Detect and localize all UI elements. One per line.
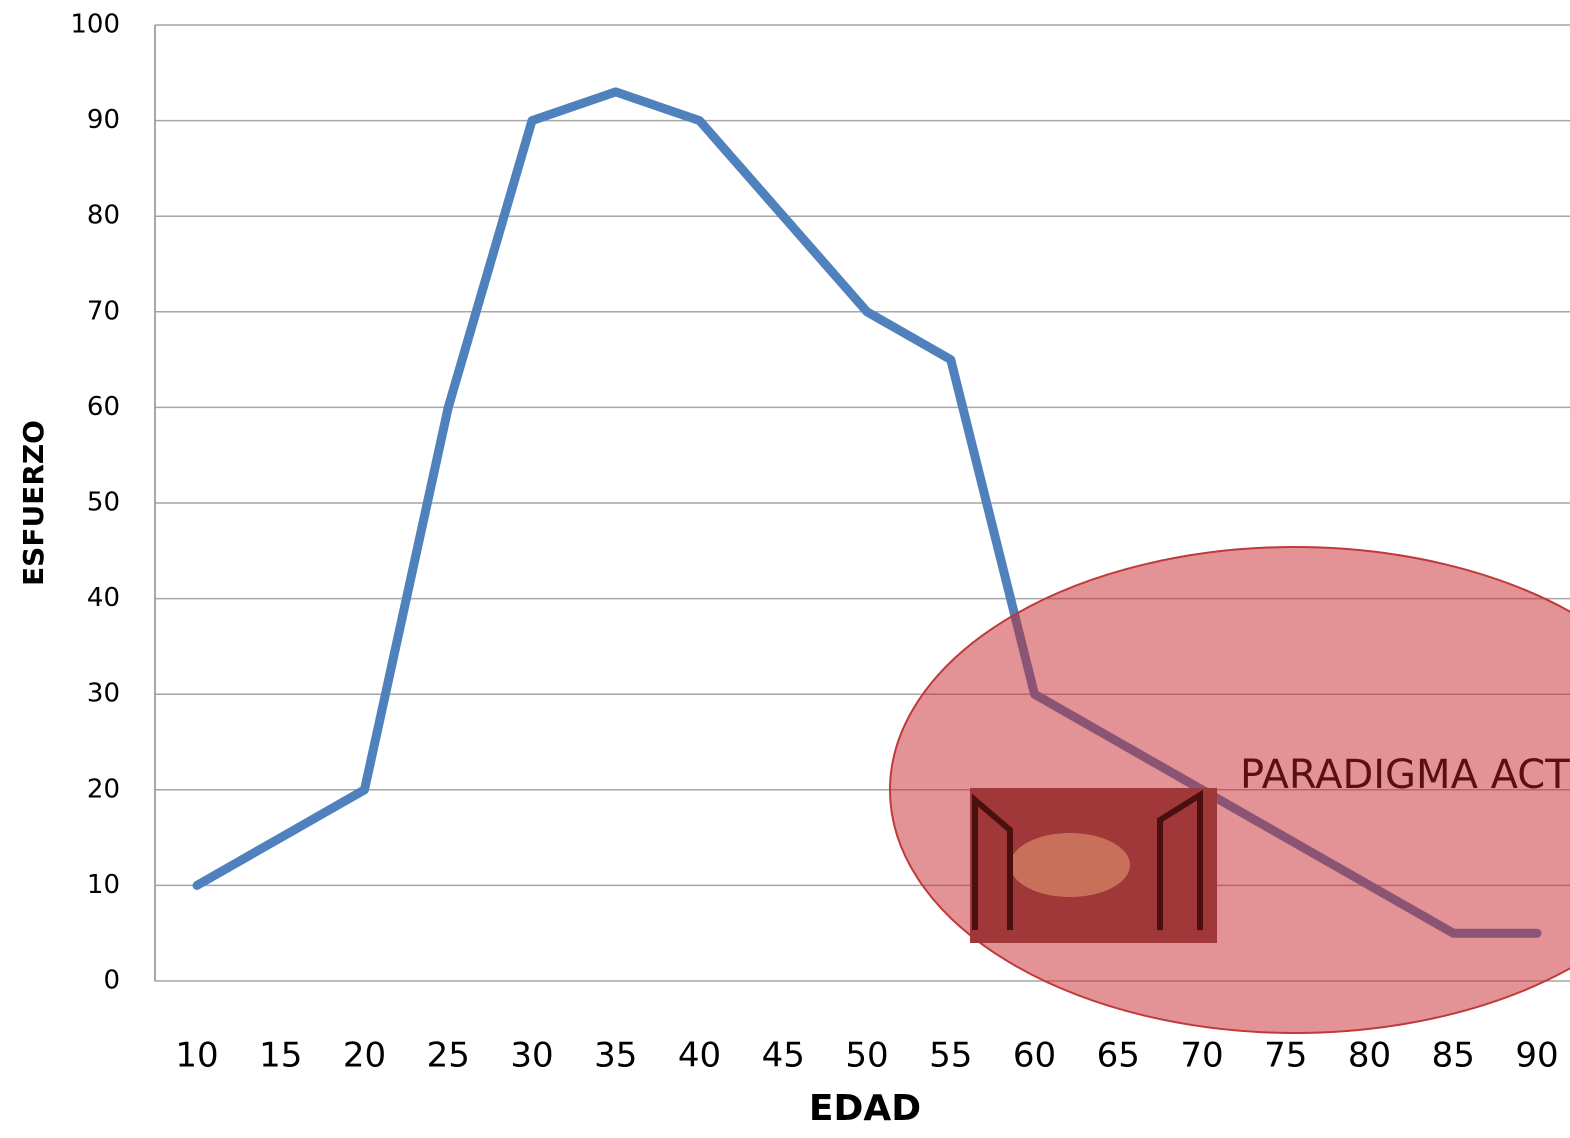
y-tick-label: 20 [87,774,120,804]
x-tick-label: 30 [510,1036,553,1076]
x-tick-label: 55 [929,1036,972,1076]
x-tick-label: 20 [343,1036,386,1076]
x-tick-label: 10 [175,1036,218,1076]
y-tick-label: 0 [103,966,120,996]
y-tick-label: 80 [87,201,120,231]
bed-image [970,788,1217,943]
y-tick-label: 30 [87,679,120,709]
y-axis-title: ESFUERZO [17,420,50,586]
image-figure [1010,833,1130,897]
image-bed-frame [972,789,1203,930]
x-tick-label: 50 [845,1036,888,1076]
x-tick-label: 60 [1013,1036,1056,1076]
y-tick-label: 100 [70,10,120,40]
x-tick-label: 45 [762,1036,805,1076]
x-tick-label: 65 [1097,1036,1140,1076]
x-tick-label: 80 [1348,1036,1391,1076]
x-tick-label: 40 [678,1036,721,1076]
x-tick-label: 90 [1515,1036,1558,1076]
y-tick-label: 90 [87,105,120,135]
y-tick-label: 10 [87,870,120,900]
annotation: PARADIGMA ACT [1240,752,1570,798]
y-tick-label: 70 [87,296,120,326]
x-tick-label: 35 [594,1036,637,1076]
x-tick-label: 75 [1264,1036,1307,1076]
x-axis-title: EDAD [809,1088,921,1129]
x-tick-label: 25 [427,1036,470,1076]
x-tick-label: 70 [1180,1036,1223,1076]
y-tick-label: 50 [87,488,120,518]
x-tick-label: 15 [259,1036,302,1076]
y-tick-label: 40 [87,583,120,613]
x-tick-label: 85 [1432,1036,1475,1076]
grid-layer: 0 10 20 30 40 50 60 70 80 90 100 10 15 20 25 30 35 40 45 50… [70,10,1570,1076]
y-tick-label: 60 [87,392,120,422]
